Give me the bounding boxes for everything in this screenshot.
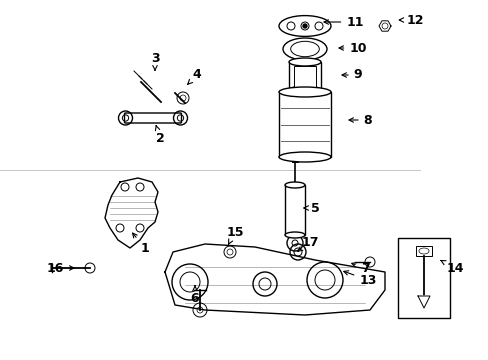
Bar xyxy=(285,185,305,235)
Polygon shape xyxy=(105,178,158,248)
Polygon shape xyxy=(164,244,384,315)
Polygon shape xyxy=(417,296,429,308)
Text: 14: 14 xyxy=(440,260,463,274)
Bar xyxy=(397,238,449,318)
Ellipse shape xyxy=(418,248,428,254)
Text: 11: 11 xyxy=(324,15,363,28)
Text: 2: 2 xyxy=(155,126,164,144)
Ellipse shape xyxy=(279,152,330,162)
Text: 4: 4 xyxy=(187,68,201,84)
Polygon shape xyxy=(378,21,390,31)
Text: 9: 9 xyxy=(341,68,362,81)
Text: 5: 5 xyxy=(304,202,319,215)
Text: 1: 1 xyxy=(132,233,149,255)
Text: 10: 10 xyxy=(338,41,366,54)
Ellipse shape xyxy=(285,182,305,188)
Text: 15: 15 xyxy=(226,225,243,244)
Ellipse shape xyxy=(283,38,326,60)
FancyBboxPatch shape xyxy=(124,113,181,123)
Text: 16: 16 xyxy=(46,261,74,274)
Bar xyxy=(293,66,315,89)
Circle shape xyxy=(303,24,306,28)
Ellipse shape xyxy=(279,87,330,97)
Bar xyxy=(288,62,320,90)
Bar xyxy=(415,246,431,256)
Ellipse shape xyxy=(285,232,305,238)
Ellipse shape xyxy=(279,15,330,36)
Text: 6: 6 xyxy=(190,286,199,305)
Text: 17: 17 xyxy=(297,235,318,251)
Text: 8: 8 xyxy=(348,113,371,126)
Text: 3: 3 xyxy=(150,51,159,70)
Bar xyxy=(279,92,330,157)
Text: 13: 13 xyxy=(343,271,376,287)
Ellipse shape xyxy=(288,58,320,66)
Ellipse shape xyxy=(290,41,319,57)
Text: 12: 12 xyxy=(398,13,423,27)
Text: 7: 7 xyxy=(351,261,368,274)
Ellipse shape xyxy=(288,86,320,94)
